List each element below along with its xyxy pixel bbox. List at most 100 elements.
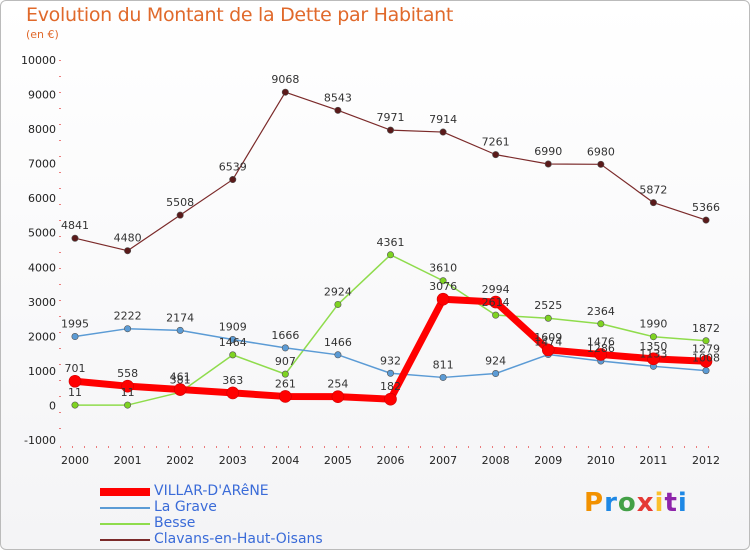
legend-label: Besse [154,515,196,531]
y-tick-label: 2000 [28,330,56,343]
data-label: 1476 [587,335,615,348]
data-label: 558 [117,367,138,380]
data-label: 8543 [324,91,352,104]
data-point [124,401,132,409]
data-label: 1464 [219,336,247,349]
data-label: 2525 [534,299,562,312]
data-label: 2174 [166,311,194,324]
data-point [281,344,289,352]
data-point [176,211,184,219]
y-tick-label: 4000 [28,261,56,274]
data-point [597,160,605,168]
x-tick-label: 2003 [219,454,247,467]
data-label: 1990 [639,318,667,331]
data-label: 1909 [219,321,247,334]
data-point [492,151,500,159]
legend-swatch [100,523,150,525]
data-point [229,351,237,359]
data-point [439,373,447,381]
data-label: 2994 [482,283,510,296]
data-point [281,370,289,378]
data-point [121,379,134,393]
data-label: 6990 [534,145,562,158]
y-tick-label: 8000 [28,123,56,136]
y-tick-label: 0 [49,399,56,412]
data-point [68,374,82,388]
y-tick-label: 5000 [28,227,56,240]
data-label: 932 [380,354,401,367]
data-point [594,348,608,361]
y-tick-label: -1000 [24,434,56,447]
data-point [334,351,342,359]
legend-label: Clavans-en-Haut-Oisans [154,531,323,547]
x-tick-label: 2007 [429,454,457,467]
data-point [226,386,240,400]
data-point [71,234,79,242]
data-label: 2364 [587,305,615,318]
x-tick-label: 2011 [639,454,667,467]
data-label: 1133 [639,347,667,360]
data-label: 701 [65,362,86,375]
data-label: 7261 [482,136,510,149]
data-label: 1872 [692,322,720,335]
data-point [649,333,657,341]
data-label: 11 [68,386,82,399]
legend-swatch [100,488,150,496]
y-tick-label: 1000 [28,365,56,378]
data-label: 381 [170,373,191,386]
data-point [699,354,713,368]
legend-swatch [100,539,150,541]
data-point [384,392,397,406]
proxiti-logo: Proxiti [584,488,688,518]
data-point [124,247,132,255]
data-point [229,176,237,184]
data-point [124,325,132,333]
x-tick-label: 2001 [114,454,142,467]
data-label: 9068 [271,73,299,86]
data-label: 11 [121,386,135,399]
y-tick-label: 7000 [28,158,56,171]
data-point [229,336,237,344]
chart-title: Evolution du Montant de la Dette par Hab… [26,4,454,26]
x-tick-label: 2002 [166,454,194,467]
data-point [176,326,184,334]
x-tick-label: 2005 [324,454,352,467]
data-label: 811 [433,358,454,371]
data-point [544,160,552,168]
data-label: 1350 [639,340,667,353]
data-label: 1008 [692,352,720,365]
series-0 [68,292,713,406]
data-label: 4841 [61,219,89,232]
data-label: 2924 [324,285,352,298]
data-label: 4480 [114,232,142,245]
data-point [334,106,342,114]
data-label: 4361 [377,236,405,249]
data-label: 5508 [166,196,194,209]
data-point [331,390,345,403]
data-point [279,390,292,403]
data-label: 7914 [429,113,457,126]
data-label: 3076 [429,280,457,293]
data-label: 1995 [61,318,89,331]
data-label: 5366 [692,201,720,214]
data-labels: 701 558 461 363 261 254 182 3076 2994 1609 1476 135… [61,73,720,399]
data-label: 2614 [482,296,510,309]
legend-label: VILLAR-D'ARêNE [154,483,269,499]
data-label: 907 [275,355,296,368]
data-point [71,401,79,409]
data-label: 182 [380,380,401,393]
line-chart: -1000 0 1000 2000 3000 4000 5000 6000 7000 8000 90… [21,54,720,467]
data-label: 6539 [219,161,247,174]
legend-swatch [100,507,150,509]
y-tick-label: 3000 [28,296,56,309]
x-tick-label: 2008 [482,454,510,467]
data-label: 1279 [692,342,720,355]
data-label: 363 [222,374,243,387]
series-layer [68,88,713,409]
data-point [597,320,605,328]
data-point [702,337,710,345]
data-point [334,300,342,308]
data-label: 461 [170,371,191,384]
data-point [386,369,394,377]
